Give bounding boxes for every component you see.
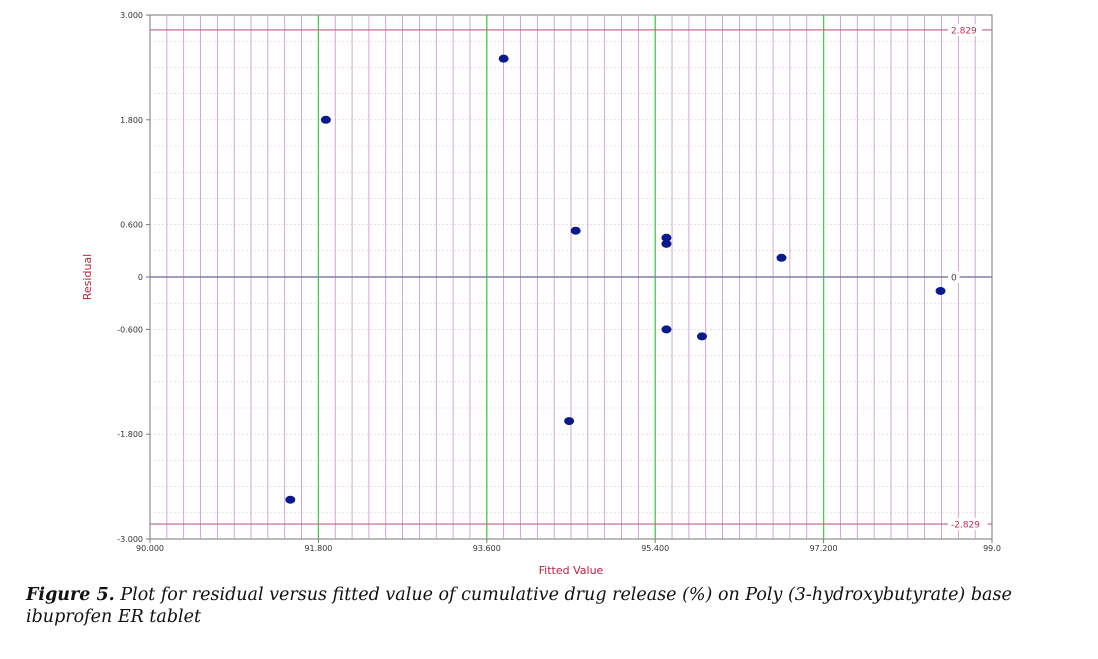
x-axis-ticks: 90.000 91.800 93.600 95.400 97.200 99.0 <box>136 539 1001 553</box>
y-tick-label: 0 <box>138 273 143 282</box>
x-tick-label: 91.800 <box>304 544 332 553</box>
data-point <box>661 233 672 242</box>
figure-caption-text: Plot for residual versus fitted value of… <box>26 585 1012 627</box>
data-point <box>696 332 707 341</box>
y-tick-label: -0.600 <box>117 325 143 334</box>
control-limit-label-bg <box>948 518 988 531</box>
control-limit-label: 2.829 <box>951 26 977 36</box>
y-tick-label: 0.600 <box>120 221 143 230</box>
x-tick-label: 95.400 <box>641 544 669 553</box>
figure-caption: Figure 5. Plot for residual versus fitte… <box>26 584 1076 628</box>
y-tick-label: 3.000 <box>120 11 143 20</box>
y-tick-label: -1.800 <box>117 430 143 439</box>
y-tick-label: -3.000 <box>117 535 143 544</box>
residual-plot: 2.829 0 -2.829 90.000 91.800 93.600 95.400 97.… <box>81 11 1001 577</box>
control-limits: 2.829 0 -2.829 <box>150 23 992 531</box>
data-point <box>776 253 787 262</box>
figure-label: Figure 5. <box>26 585 115 605</box>
x-tick-label: 97.200 <box>810 544 838 553</box>
control-limit-label-bg <box>948 23 982 36</box>
data-point <box>661 239 672 248</box>
data-points <box>285 54 946 504</box>
data-point <box>320 115 331 124</box>
control-limit-label: -2.829 <box>951 521 980 531</box>
y-tick-label: 1.800 <box>120 116 143 125</box>
control-limit-label: 0 <box>951 274 957 284</box>
x-axis-title: Fitted Value <box>539 564 604 577</box>
y-axis-title: Residual <box>81 254 94 300</box>
data-point <box>498 54 509 63</box>
y-axis-ticks: 3.000 1.800 0.600 0 -0.600 -1.800 -3.000 <box>117 11 150 544</box>
data-point <box>935 286 946 295</box>
data-point <box>564 417 575 426</box>
x-tick-label: 99.0 <box>983 544 1001 553</box>
x-tick-label: 93.600 <box>473 544 501 553</box>
data-point <box>570 226 581 235</box>
data-point <box>661 325 672 334</box>
x-tick-label: 90.000 <box>136 544 164 553</box>
data-point <box>285 495 296 504</box>
control-limit-label-bg <box>948 271 960 283</box>
